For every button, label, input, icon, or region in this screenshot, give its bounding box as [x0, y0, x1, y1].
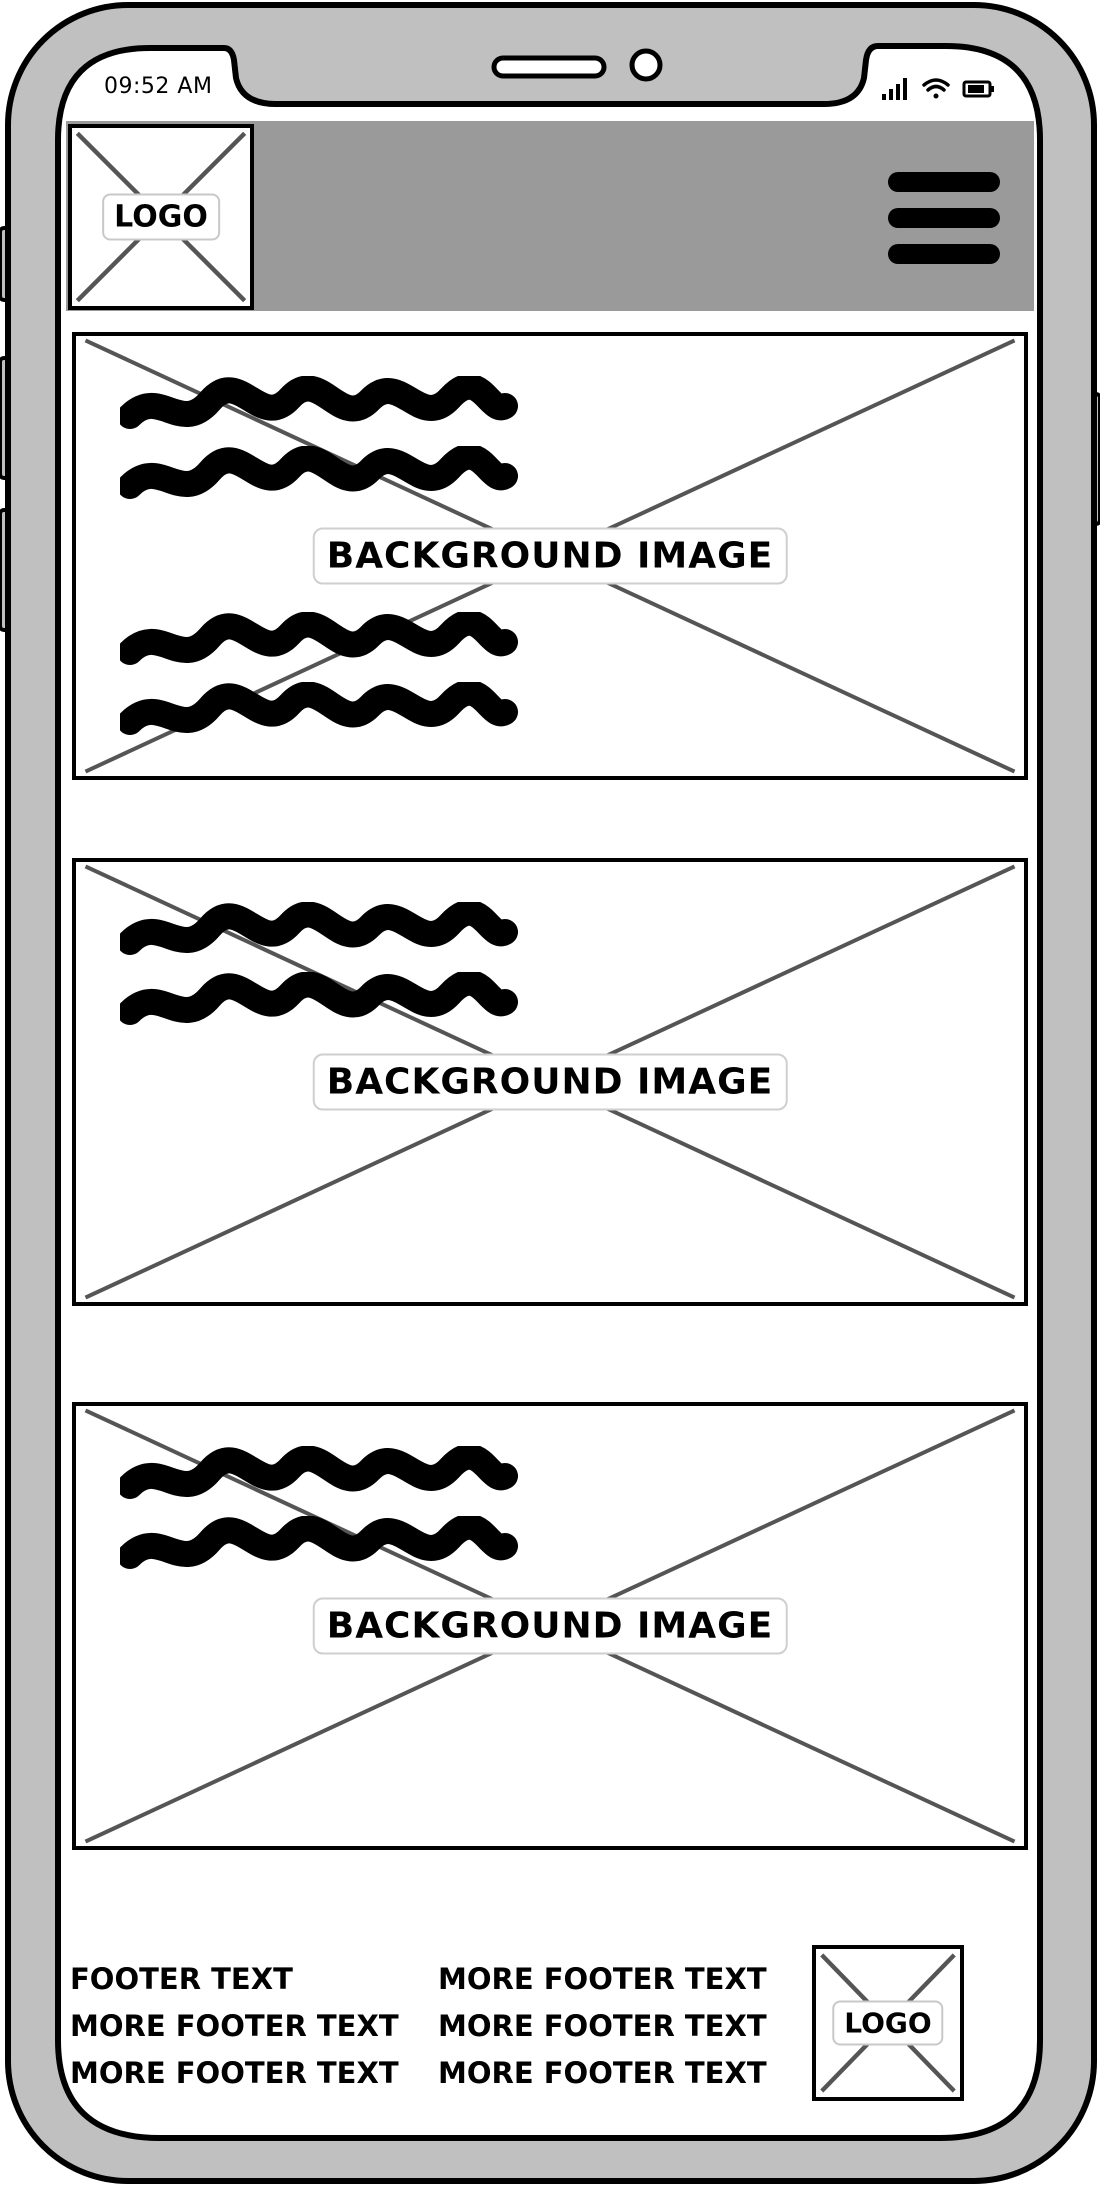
hamburger-menu-bar-middle — [888, 208, 1000, 228]
footer-column-1: FOOTER TEXT MORE FOOTER TEXT MORE FOOTER… — [70, 1956, 399, 2097]
footer-logo[interactable]: LOGO — [812, 1945, 964, 2101]
wifi-icon — [922, 78, 950, 99]
status-icons — [882, 78, 994, 100]
scribble-text-line — [120, 376, 518, 429]
footer-logo-label: LOGO — [832, 2000, 944, 2046]
battery-icon — [962, 80, 994, 98]
signal-bars-icon — [882, 78, 907, 100]
background-image-card-2[interactable]: BACKGROUND IMAGE — [72, 858, 1028, 1306]
scribble-text-line — [120, 972, 518, 1025]
scribble-text-line — [120, 1446, 518, 1499]
header-logo[interactable]: LOGO — [68, 124, 254, 310]
scribble-text-line — [120, 1516, 518, 1569]
status-time: 09:52 AM — [104, 74, 213, 99]
scribble-text-line — [120, 682, 518, 735]
background-image-label: BACKGROUND IMAGE — [312, 527, 788, 585]
speaker-grille — [491, 55, 607, 79]
front-camera — [629, 48, 663, 82]
scribble-text-line — [120, 902, 518, 955]
footer-text: MORE FOOTER TEXT — [70, 2009, 399, 2043]
hamburger-menu-bar-bottom — [888, 244, 1000, 264]
scribble-text-line — [120, 612, 518, 665]
hamburger-menu-button[interactable] — [888, 170, 1000, 266]
footer-text: MORE FOOTER TEXT — [438, 2009, 767, 2043]
scribble-text-line — [120, 446, 518, 499]
footer-text: MORE FOOTER TEXT — [70, 2056, 399, 2090]
background-image-label: BACKGROUND IMAGE — [312, 1597, 788, 1655]
footer-text: FOOTER TEXT — [70, 1962, 293, 1996]
background-image-card-3[interactable]: BACKGROUND IMAGE — [72, 1402, 1028, 1850]
background-image-card-1[interactable]: BACKGROUND IMAGE — [72, 332, 1028, 780]
hamburger-menu-icon — [888, 172, 1000, 192]
background-image-label: BACKGROUND IMAGE — [312, 1053, 788, 1111]
footer-column-2: MORE FOOTER TEXT MORE FOOTER TEXT MORE F… — [438, 1956, 767, 2097]
footer-text: MORE FOOTER TEXT — [438, 2056, 767, 2090]
header-logo-label: LOGO — [102, 193, 220, 241]
footer-text: MORE FOOTER TEXT — [438, 1962, 767, 1996]
